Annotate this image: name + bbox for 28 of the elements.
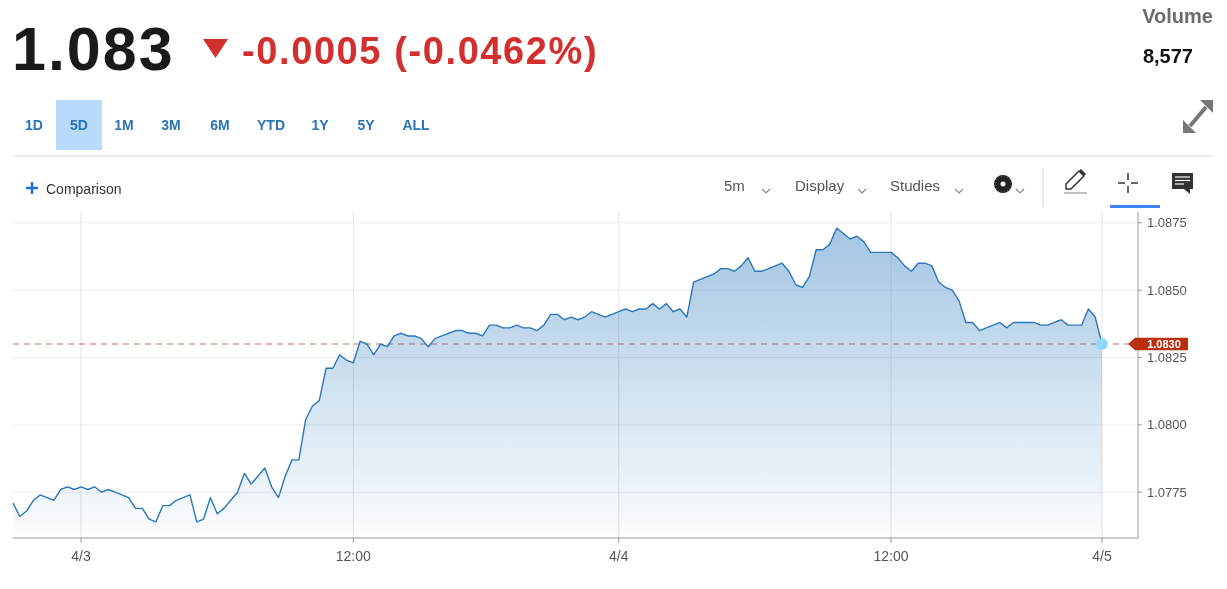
text: 8,577	[1142, 45, 1193, 67]
text: Display	[795, 177, 845, 194]
x-tick-label: 4/5	[1092, 548, 1112, 564]
text: 3M	[161, 117, 181, 133]
text: Studies	[890, 177, 941, 194]
y-tick-label: 1.0775	[1147, 484, 1187, 500]
chart-subtitle: -0.0005 (-0.0462%)	[242, 30, 599, 72]
x-tick-label: 4/3	[71, 548, 91, 564]
y-tick-label: 1.0850	[1147, 282, 1187, 298]
x-tick-label: 12:00	[335, 548, 372, 564]
chart-title: 1.083	[12, 15, 175, 83]
text: 5D	[70, 117, 88, 133]
x-tick-label: 4/4	[609, 548, 629, 564]
text: 1M	[114, 117, 134, 133]
y-tick-label: 1.0800	[1147, 417, 1187, 433]
text: 1D	[25, 117, 43, 133]
text: 1Y	[311, 117, 330, 133]
x-tick-label: 12:00	[873, 548, 909, 564]
y-tick-label: 1.0875	[1147, 215, 1187, 231]
text: 5m	[724, 177, 745, 194]
text: ALL	[402, 117, 431, 133]
text: 5Y	[357, 117, 376, 133]
ref-line-label: 1.0830	[1147, 337, 1181, 350]
text: YTD	[257, 117, 285, 133]
text: 6M	[210, 117, 230, 133]
y-tick-label: 1.0825	[1147, 350, 1187, 366]
text: Comparison	[46, 181, 122, 197]
text: Volume	[1142, 5, 1213, 27]
